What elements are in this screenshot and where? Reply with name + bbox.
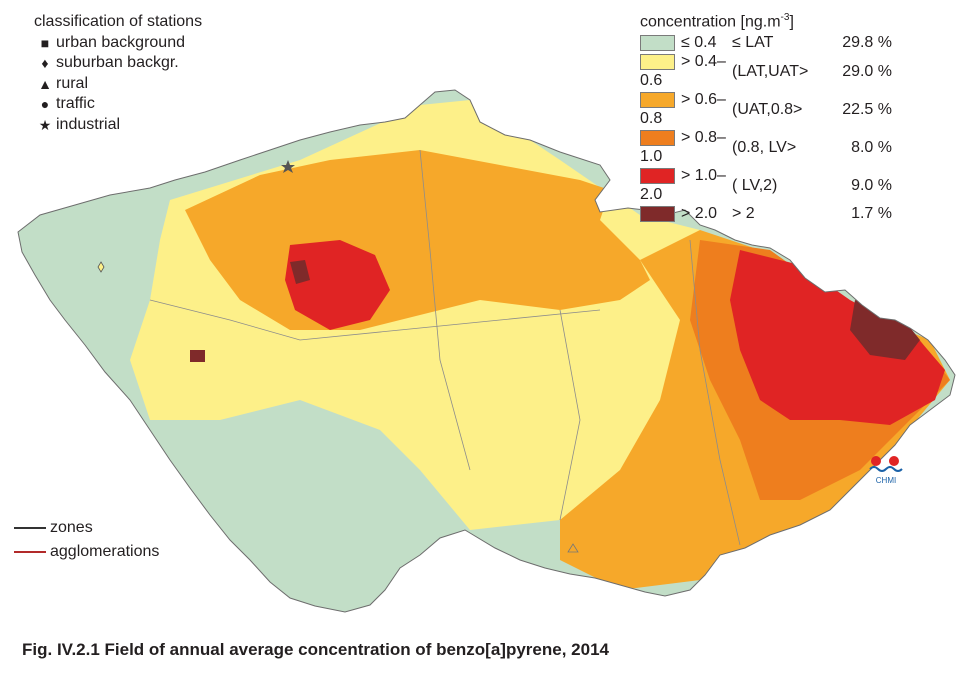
legend-item-industrial: ★ industrial	[34, 115, 202, 136]
legend-title: classification of stations	[34, 13, 203, 30]
legend-label: traffic	[56, 95, 95, 112]
diamond-icon: ♦	[41, 55, 49, 71]
percent-label: 29.0 %	[842, 62, 892, 80]
concentration-class-row: > 0.4–0.6 (LAT,UAT> 29.0 %	[640, 52, 892, 90]
class-label: (LAT,UAT>	[732, 62, 809, 80]
concentration-class-row: > 2.0 > 2 1.7 %	[640, 204, 892, 223]
legend-label: suburban backgr.	[56, 54, 179, 71]
station-classification-legend: classification of stations ■ urban backg…	[34, 12, 202, 135]
class-label: ≤ LAT	[732, 34, 774, 52]
suburban-station-marker	[97, 261, 105, 273]
region-1.0-2.0-west	[285, 240, 390, 330]
concentration-class-row: > 0.6–0.8 (UAT,0.8> 22.5 %	[640, 90, 892, 128]
legend-item-traffic: ● traffic	[34, 94, 202, 115]
color-swatch	[640, 168, 675, 185]
chmi-logo-icon	[869, 456, 903, 472]
class-label: ( LV,2)	[732, 176, 778, 194]
region-gt-2.0-pilsen	[190, 350, 205, 362]
concentration-legend: concentration [ng.m-3] ≤ 0.4 ≤ LAT 29.8 % >…	[640, 12, 892, 223]
class-label: (0.8, LV>	[732, 138, 797, 156]
line-legend: zones agglomerations	[14, 516, 159, 564]
percent-label: 8.0 %	[851, 138, 892, 156]
range-label: > 0.4–0.6	[640, 53, 726, 90]
concentration-class-row: ≤ 0.4 ≤ LAT 29.8 %	[640, 33, 892, 52]
legend-item-zones: zones	[14, 516, 159, 540]
zones-line-icon	[14, 527, 46, 529]
percent-label: 1.7 %	[851, 205, 892, 223]
legend-label: industrial	[56, 115, 121, 133]
industrial-station-marker	[281, 160, 295, 173]
color-swatch	[640, 130, 675, 147]
legend-item-urban-background: ■ urban background	[34, 33, 202, 54]
legend-label: agglomerations	[50, 543, 160, 560]
region-1.0-2.0	[730, 250, 945, 425]
range-label: ≤ 0.4	[681, 34, 717, 52]
triangle-icon: ▲	[38, 75, 52, 92]
square-icon: ■	[40, 34, 50, 51]
range-label: > 1.0–2.0	[640, 167, 726, 204]
range-label: > 0.6–0.8	[640, 91, 726, 128]
concentration-legend-title: concentration [ng.m-3]	[640, 12, 794, 31]
color-swatch	[640, 206, 675, 223]
concentration-classes: ≤ 0.4 ≤ LAT 29.8 % > 0.4–0.6 (LAT,UAT> 29.0 %…	[640, 33, 892, 223]
region-gt-2.0-city	[290, 260, 310, 284]
legend-label: zones	[50, 519, 93, 536]
star-icon: ★	[38, 116, 52, 133]
chmi-logo: CHMI	[868, 454, 904, 485]
percent-label: 29.8 %	[842, 34, 892, 52]
legend-item-agglomerations: agglomerations	[14, 540, 159, 564]
concentration-class-row: > 1.0–2.0 ( LV,2) 9.0 %	[640, 166, 892, 204]
color-swatch	[640, 35, 675, 52]
agglomerations-line-icon	[14, 551, 46, 553]
region-gt-2.0	[850, 300, 920, 360]
state-border	[17, 89, 956, 613]
logo-text: CHMI	[875, 476, 897, 485]
percent-label: 22.5 %	[842, 100, 892, 118]
legend-label: rural	[56, 74, 89, 92]
circle-icon: ●	[40, 96, 50, 112]
legend-item-suburban: ♦ suburban backgr.	[34, 53, 202, 74]
class-label: (UAT,0.8>	[732, 100, 803, 118]
concentration-class-row: > 0.8–1.0 (0.8, LV> 8.0 %	[640, 128, 892, 166]
range-label: > 0.8–1.0	[640, 129, 726, 166]
zone-boundaries	[149, 149, 741, 546]
legend-item-rural: ▲ rural	[34, 74, 202, 95]
rural-station-marker	[567, 543, 579, 553]
legend-label: urban background	[56, 33, 185, 51]
color-swatch	[640, 54, 675, 71]
color-swatch	[640, 92, 675, 109]
station-markers	[97, 160, 579, 553]
percent-label: 9.0 %	[851, 176, 892, 194]
class-label: > 2	[732, 205, 755, 223]
figure-caption: Fig. IV.2.1 Field of annual average conc…	[22, 640, 609, 659]
range-label: > 2.0	[681, 205, 718, 223]
